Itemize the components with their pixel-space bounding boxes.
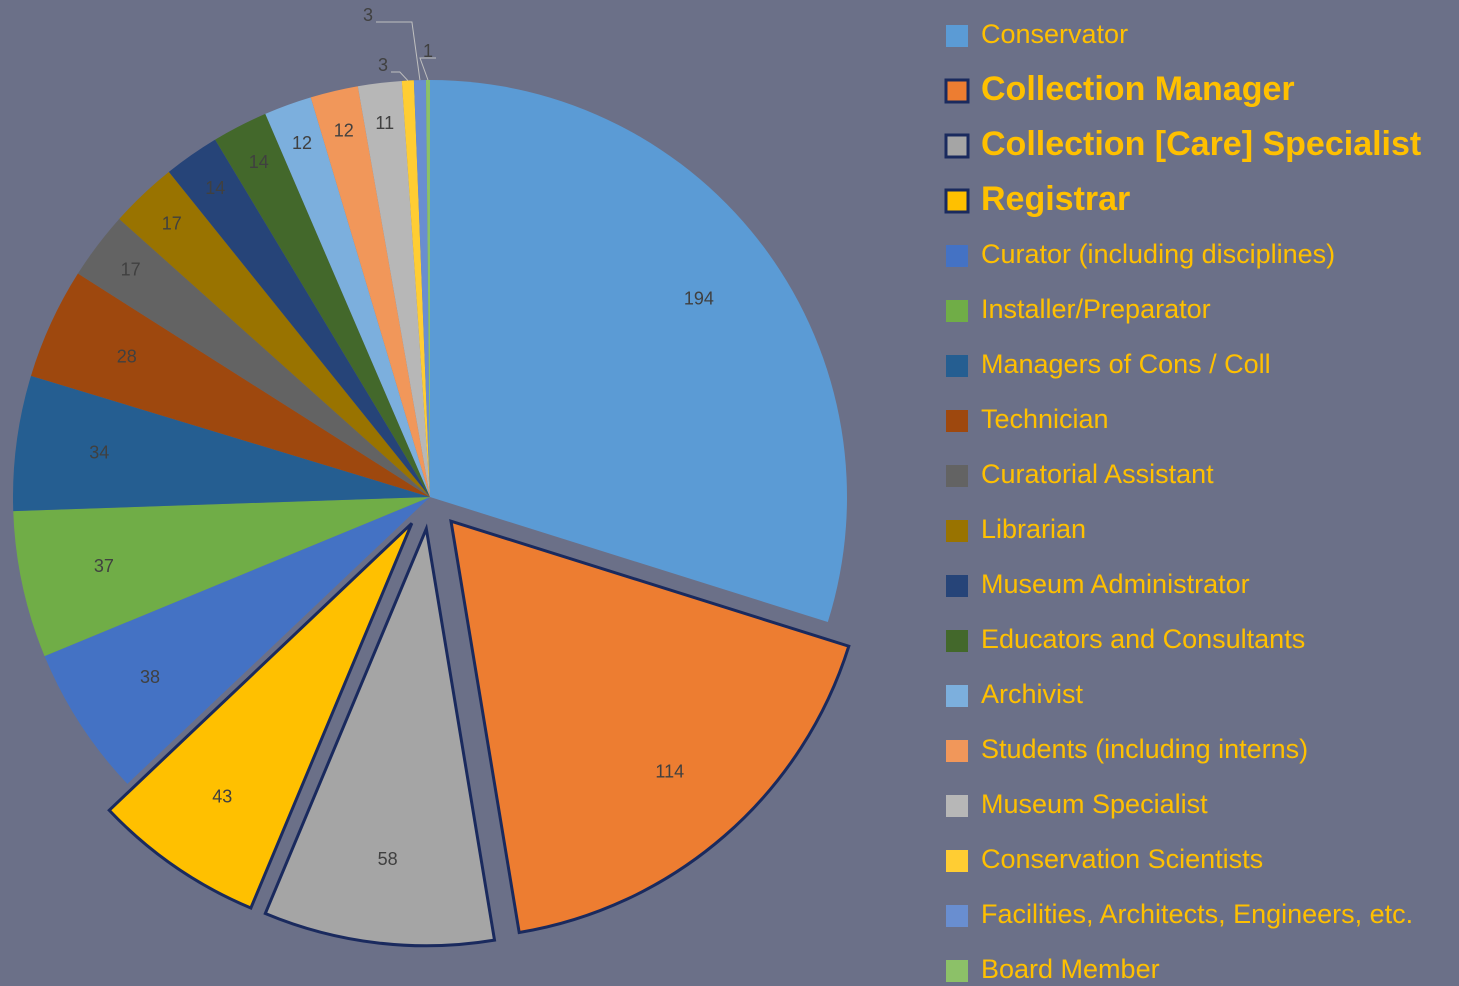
- pie-slice: [413, 80, 430, 498]
- pie-slice: [119, 171, 430, 497]
- legend-label: Technician: [981, 404, 1109, 434]
- legend-swatch: [946, 685, 968, 707]
- data-label: 17: [121, 259, 141, 279]
- pie-slice: [77, 218, 430, 497]
- legend-label: Installer/Preparator: [981, 294, 1211, 324]
- pie-slice: [215, 113, 430, 498]
- data-label: 14: [249, 152, 269, 172]
- pie-slice: [44, 497, 431, 784]
- legend-swatch: [946, 960, 968, 982]
- legend-swatch: [946, 630, 968, 652]
- pie-slice: [265, 97, 430, 497]
- legend-swatch: [946, 520, 968, 542]
- legend-label: Librarian: [981, 514, 1086, 544]
- legend-label: Archivist: [981, 679, 1084, 709]
- pie-slice: [30, 273, 431, 497]
- legend-swatch: [946, 465, 968, 487]
- data-label: 12: [334, 121, 354, 141]
- data-label: 17: [162, 213, 182, 233]
- legend-swatch: [946, 740, 968, 762]
- legend-label: Facilities, Architects, Engineers, etc.: [981, 899, 1413, 929]
- data-label: 43: [212, 787, 232, 807]
- pie-slice: [13, 497, 430, 657]
- legend-label: Museum Specialist: [981, 789, 1208, 819]
- data-label: 38: [140, 667, 160, 687]
- pie-slice: [310, 86, 430, 498]
- legend-label: Curator (including disciplines): [981, 239, 1335, 269]
- data-label: 1: [423, 41, 433, 61]
- legend-label: Board Member: [981, 954, 1160, 984]
- legend-swatch: [946, 850, 968, 872]
- leader-line: [419, 57, 436, 81]
- legend-swatch: [944, 133, 970, 159]
- legend-swatch: [946, 300, 968, 322]
- data-label: 3: [378, 55, 388, 75]
- legend-swatch: [944, 188, 970, 214]
- data-label: 11: [375, 113, 394, 133]
- data-label: 114: [655, 762, 684, 782]
- legend-label: Collection [Care] Specialist: [981, 125, 1421, 163]
- legend-label: Students (including interns): [981, 734, 1308, 764]
- legend-swatch: [946, 795, 968, 817]
- legend-swatch: [944, 78, 970, 104]
- data-label: 14: [205, 178, 225, 198]
- pie-slice: [12, 375, 430, 512]
- legend-swatch: [946, 355, 968, 377]
- legend-label: Collection Manager: [981, 70, 1295, 108]
- pie-slice: [107, 522, 414, 910]
- legend-label: Conservation Scientists: [981, 844, 1263, 874]
- data-label: 12: [292, 133, 312, 153]
- data-label: 3: [363, 5, 373, 25]
- legend-swatch: [946, 410, 968, 432]
- pie-slice: [401, 80, 430, 497]
- legend-label: Curatorial Assistant: [981, 459, 1214, 489]
- pie-slice: [357, 80, 430, 497]
- legend-label: Conservator: [981, 19, 1128, 49]
- data-label: 28: [117, 347, 137, 367]
- legend-swatch: [946, 905, 968, 927]
- data-label: 194: [684, 288, 714, 308]
- pie-slice: [263, 523, 497, 948]
- leader-line: [391, 71, 409, 81]
- data-label: 34: [89, 442, 109, 462]
- pie-slice: [430, 80, 847, 623]
- legend-label: Museum Administrator: [981, 569, 1250, 599]
- legend-label: Managers of Cons / Coll: [981, 349, 1271, 379]
- legend-label: Registrar: [981, 180, 1130, 218]
- legend-swatch: [946, 245, 968, 267]
- pie-slice: [168, 139, 430, 498]
- legend-swatch: [946, 25, 968, 47]
- pie-slice: [425, 80, 430, 497]
- legend-label: Educators and Consultants: [981, 624, 1305, 654]
- legend-swatch: [946, 575, 968, 597]
- leader-line: [376, 21, 421, 81]
- data-label: 58: [378, 849, 398, 869]
- data-label: 37: [94, 556, 114, 576]
- pie-slice: [449, 518, 851, 935]
